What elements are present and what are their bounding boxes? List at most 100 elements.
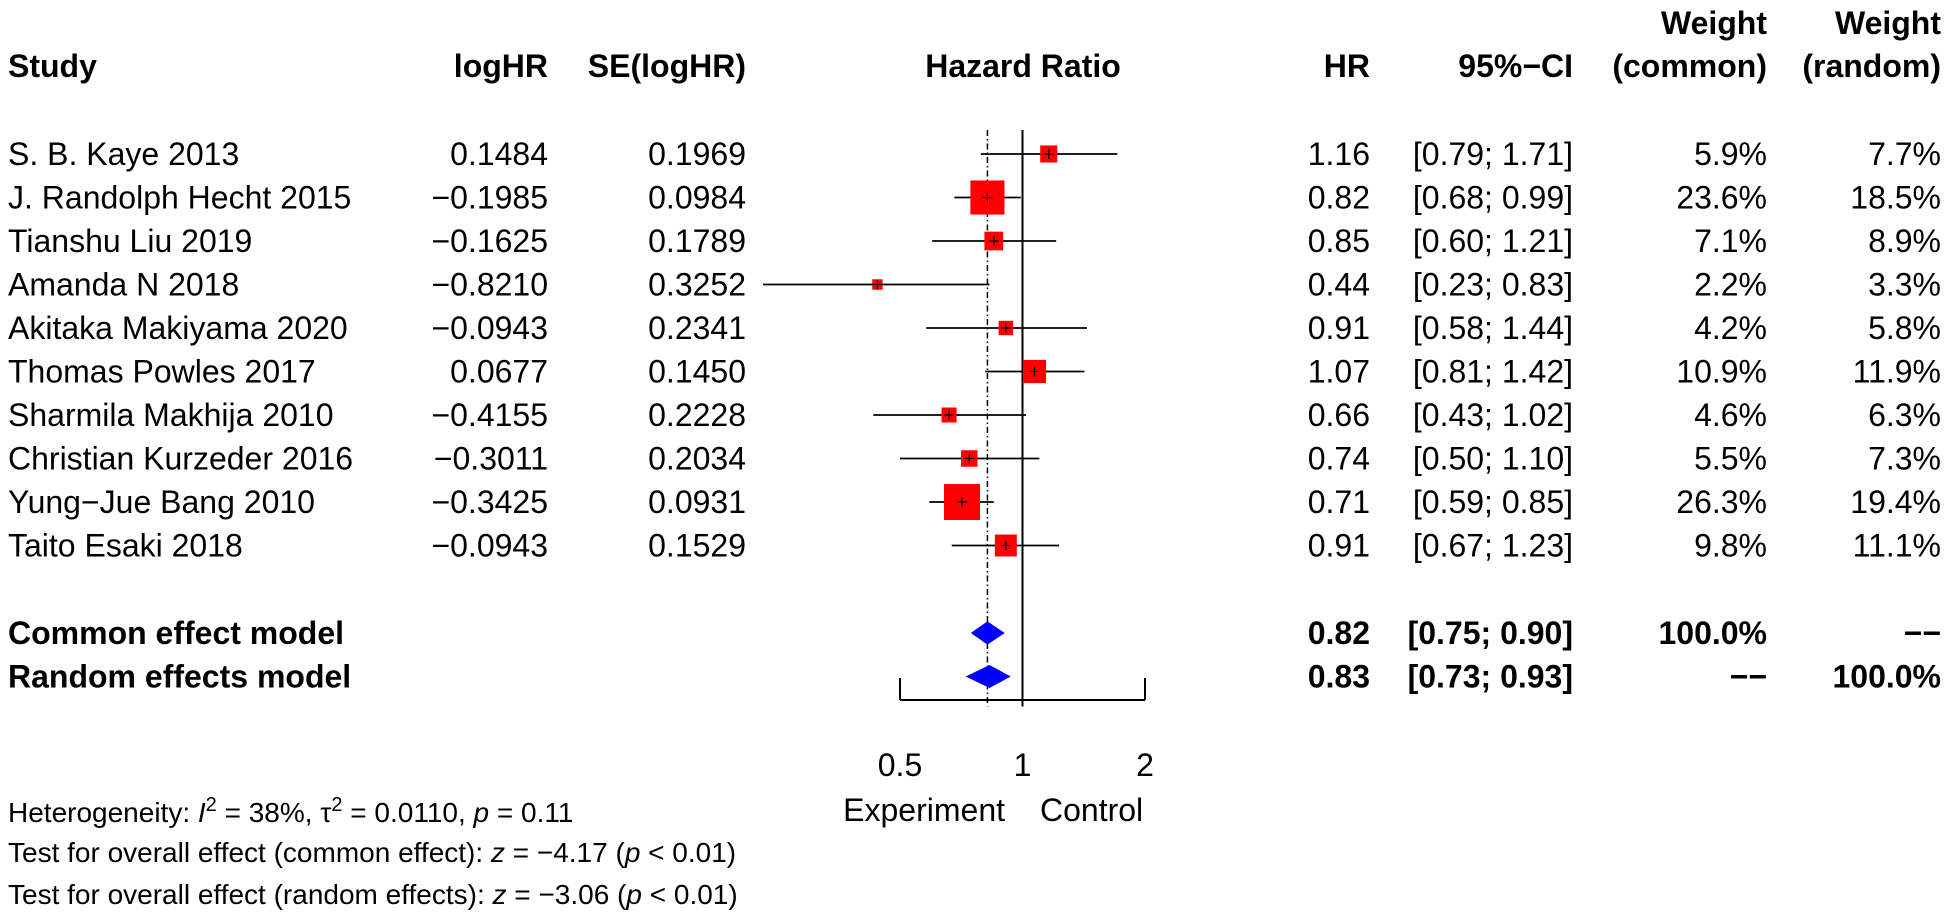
se-value: 0.1789 — [648, 223, 746, 259]
ci-value: [0.23; 0.83] — [1413, 267, 1573, 303]
loghr-value: −0.0943 — [431, 528, 548, 564]
model-row: Random effects model 0.83 [0.73; 0.93] −− 10… — [8, 659, 1941, 695]
weight-random-value: 11.9% — [1853, 354, 1941, 390]
x-axis: 0.5 1 2 Experiment Control — [843, 678, 1154, 828]
table-row: Taito Esaki 2018 −0.0943 0.1529 0.91 [0.67; … — [8, 528, 1941, 564]
table-row: Akitaka Makiyama 2020 −0.0943 0.2341 0.91 [0… — [8, 310, 1941, 346]
study-name: Thomas Powles 2017 — [8, 354, 316, 390]
model-row: Common effect model 0.82 [0.75; 0.90] 100.0… — [8, 615, 1941, 651]
model-name: Random effects model — [8, 659, 351, 695]
loghr-value: −0.3425 — [431, 484, 548, 520]
study-name: Amanda N 2018 — [8, 267, 239, 303]
header-hazard-ratio: Hazard Ratio — [925, 48, 1121, 84]
hr-value: 0.82 — [1308, 180, 1370, 216]
footer-stats: Heterogeneity: I2 = 38%, τ2 = 0.0110, p … — [8, 794, 738, 910]
table-row: Amanda N 2018 −0.8210 0.3252 0.44 [0.23; 0.8… — [8, 267, 1941, 303]
loghr-value: −0.1985 — [431, 180, 548, 216]
se-value: 0.0931 — [648, 484, 746, 520]
loghr-value: 0.1484 — [450, 136, 548, 172]
loghr-value: 0.0677 — [450, 354, 548, 390]
weight-common-value: 7.1% — [1694, 223, 1767, 259]
study-name: Christian Kurzeder 2016 — [8, 441, 353, 477]
weight-common-value: 26.3% — [1676, 484, 1767, 520]
hr-value: 0.71 — [1308, 484, 1370, 520]
x-label-control: Control — [1040, 792, 1143, 828]
model-weight-common-value: −− — [1730, 659, 1767, 695]
x-tick-label: 1 — [1014, 747, 1032, 783]
header-weight-common-line1: Weight — [1661, 5, 1767, 41]
weight-random-value: 8.9% — [1868, 223, 1941, 259]
hr-value: 0.74 — [1308, 441, 1370, 477]
x-label-experiment: Experiment — [843, 792, 1005, 828]
model-hr-value: 0.82 — [1308, 615, 1370, 651]
ci-value: [0.59; 0.85] — [1413, 484, 1573, 520]
loghr-value: −0.3011 — [434, 441, 548, 477]
table-row: Tianshu Liu 2019 −0.1625 0.1789 0.85 [0.60; … — [8, 223, 1941, 259]
se-value: 0.2034 — [648, 441, 746, 477]
weight-common-value: 5.5% — [1694, 441, 1767, 477]
weight-common-value: 4.6% — [1694, 397, 1767, 433]
test-common-effect-text: Test for overall effect (common effect):… — [8, 837, 736, 868]
ci-value: [0.43; 1.02] — [1413, 397, 1573, 433]
weight-random-value: 19.4% — [1850, 484, 1941, 520]
se-value: 0.2341 — [648, 310, 746, 346]
study-name: Sharmila Makhija 2010 — [8, 397, 334, 433]
model-weight-random-value: −− — [1904, 615, 1941, 651]
study-name: Tianshu Liu 2019 — [8, 223, 252, 259]
se-value: 0.1529 — [648, 528, 746, 564]
model-weight-common-value: 100.0% — [1658, 615, 1767, 651]
header-ci: 95%−CI — [1458, 48, 1573, 84]
header-study: Study — [8, 48, 97, 84]
weight-random-value: 11.1% — [1853, 528, 1941, 564]
table-row: Yung−Jue Bang 2010 −0.3425 0.0931 0.71 [0.59… — [8, 484, 1941, 520]
study-name: S. B. Kaye 2013 — [8, 136, 239, 172]
loghr-value: −0.4155 — [431, 397, 548, 433]
plot-marks — [763, 130, 1118, 707]
ci-value: [0.79; 1.71] — [1413, 136, 1573, 172]
weight-common-value: 9.8% — [1694, 528, 1767, 564]
ci-value: [0.81; 1.42] — [1413, 354, 1573, 390]
study-name: Yung−Jue Bang 2010 — [8, 484, 315, 520]
table-row: J. Randolph Hecht 2015 −0.1985 0.0984 0.82 [… — [8, 180, 1941, 216]
hr-value: 0.85 — [1308, 223, 1370, 259]
model-ci-value: [0.75; 0.90] — [1408, 615, 1573, 651]
hr-value: 1.16 — [1308, 136, 1370, 172]
study-name: Taito Esaki 2018 — [8, 528, 243, 564]
header-se: SE(logHR) — [588, 48, 746, 84]
table-row: Christian Kurzeder 2016 −0.3011 0.2034 0.74… — [8, 441, 1941, 477]
heterogeneity-text: Heterogeneity: I2 = 38%, τ2 = 0.0110, p … — [8, 794, 573, 828]
se-value: 0.3252 — [648, 267, 746, 303]
model-name: Common effect model — [8, 615, 344, 651]
header-loghr: logHR — [454, 48, 548, 84]
x-tick-label: 2 — [1136, 747, 1154, 783]
weight-random-value: 6.3% — [1868, 397, 1941, 433]
se-value: 0.1450 — [648, 354, 746, 390]
se-value: 0.0984 — [648, 180, 746, 216]
hr-value: 0.91 — [1308, 310, 1370, 346]
hr-value: 0.66 — [1308, 397, 1370, 433]
study-name: Akitaka Makiyama 2020 — [8, 310, 348, 346]
model-ci-value: [0.73; 0.93] — [1408, 659, 1573, 695]
header-weight-random-line1: Weight — [1835, 5, 1941, 41]
weight-random-value: 5.8% — [1868, 310, 1941, 346]
column-headers: Study logHR SE(logHR) Hazard Ratio HR 95… — [8, 5, 1941, 84]
ci-value: [0.68; 0.99] — [1413, 180, 1573, 216]
weight-common-value: 5.9% — [1694, 136, 1767, 172]
weight-common-value: 23.6% — [1676, 180, 1767, 216]
study-name: J. Randolph Hecht 2015 — [8, 180, 351, 216]
hr-value: 1.07 — [1308, 354, 1370, 390]
study-rows: S. B. Kaye 2013 0.1484 0.1969 1.16 [0.79; 1.… — [8, 136, 1941, 695]
weight-common-value: 4.2% — [1694, 310, 1767, 346]
ci-value: [0.67; 1.23] — [1413, 528, 1573, 564]
ci-value: [0.60; 1.21] — [1413, 223, 1573, 259]
se-value: 0.1969 — [648, 136, 746, 172]
weight-random-value: 7.3% — [1868, 441, 1941, 477]
loghr-value: −0.0943 — [431, 310, 548, 346]
x-tick-label: 0.5 — [878, 747, 922, 783]
hr-value: 0.91 — [1308, 528, 1370, 564]
header-hr: HR — [1324, 48, 1370, 84]
model-weight-random-value: 100.0% — [1832, 659, 1941, 695]
se-value: 0.2228 — [648, 397, 746, 433]
ci-value: [0.50; 1.10] — [1413, 441, 1573, 477]
